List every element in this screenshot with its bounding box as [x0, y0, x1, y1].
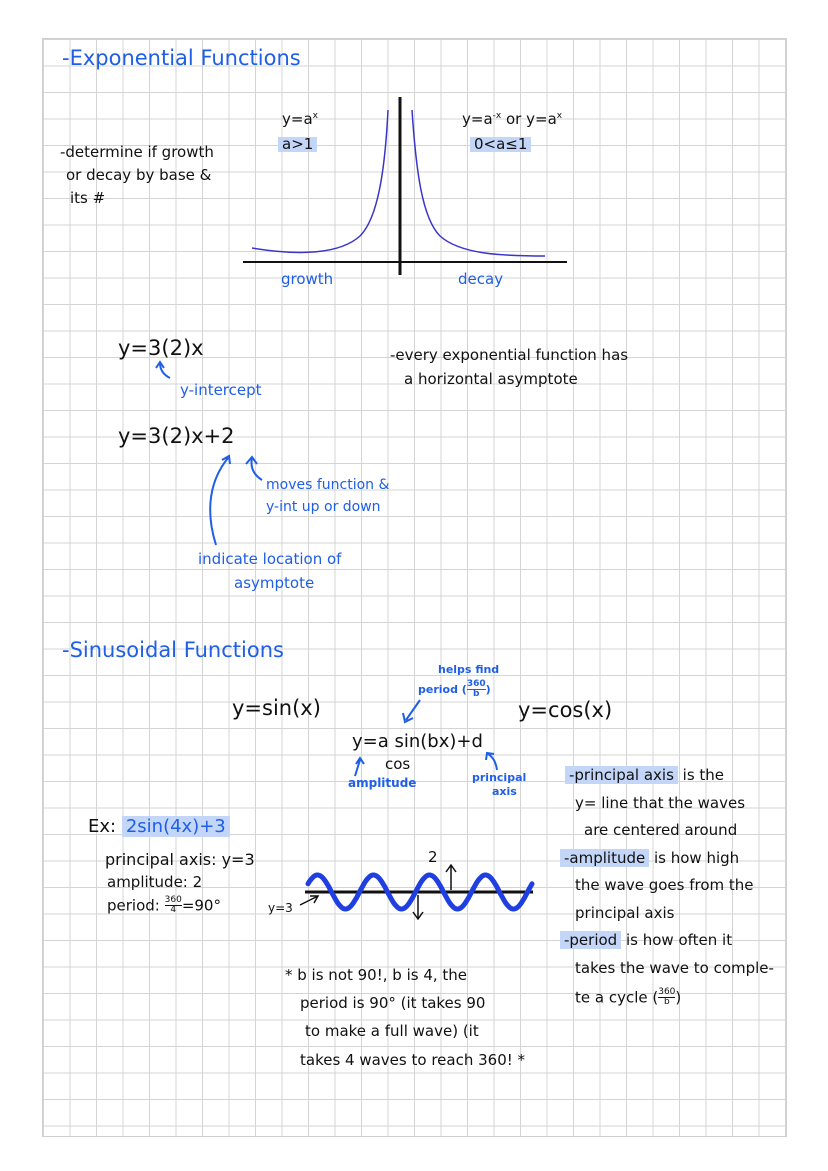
definition-text: te a cycle ( — [575, 988, 659, 1007]
principal-label-2: axis — [492, 785, 517, 798]
cycle-close: ) — [675, 988, 682, 1007]
definition-line: the wave goes from the — [575, 878, 754, 893]
general-equation: y=a sin(bx)+d — [352, 731, 483, 752]
frac-den: 4 — [170, 905, 177, 916]
amplitude-down-arrow — [412, 895, 424, 921]
definition-line: y= line that the waves — [575, 793, 746, 812]
definition-line: principal axis — [575, 903, 675, 922]
definition-text: y= line that the waves — [575, 793, 746, 812]
star-note-3: to make a full wave) (it — [305, 1022, 479, 1040]
definition-line: takes the wave to comple- — [575, 958, 774, 977]
decay-equation: y=a-x or y=ax — [462, 112, 562, 127]
grid-paper — [42, 38, 787, 1137]
definition-text: is how high — [649, 848, 740, 867]
decay-or: or — [506, 110, 522, 128]
y-intercept-label: y-intercept — [180, 381, 262, 399]
period-fraction: 360 4 — [164, 895, 182, 916]
sin-equation: y=sin(x) — [232, 696, 321, 720]
asymptote-arrow — [209, 454, 231, 546]
decay-eq-a: y=a — [462, 110, 493, 128]
exponential-heading: -Exponential Functions — [62, 46, 301, 70]
decay-curve — [411, 109, 546, 257]
principal-label-1: principal — [472, 771, 527, 784]
frac-num: 360 — [466, 679, 486, 691]
growth-label: growth — [281, 270, 334, 288]
helps-find-2: period (360 b) — [418, 679, 491, 700]
definition-text: is how often it — [621, 931, 733, 949]
cycle-fraction: 360 b — [658, 987, 676, 1008]
general-cos: cos — [385, 755, 411, 773]
example-principal-axis: principal axis: y=3 — [105, 850, 255, 869]
definition-line: -amplitude is how high — [560, 848, 740, 867]
frac-num: 360 — [658, 987, 676, 999]
frac-den: b — [473, 689, 480, 700]
equation-2: y=3(2)x+2 — [118, 424, 235, 448]
sinusoidal-heading: -Sinusoidal Functions — [62, 638, 284, 662]
definition-term: -period — [560, 931, 622, 949]
amplitude-up-arrow — [445, 863, 457, 890]
definition-text: is the — [677, 766, 725, 784]
star-note-2: period is 90° (it takes 90 — [300, 994, 486, 1012]
decay-exp-b: x — [556, 111, 563, 121]
moves-note-2: y-int up or down — [266, 499, 381, 515]
determine-note-1: -determine if growth — [60, 143, 214, 161]
definition-text: principal axis — [575, 903, 675, 922]
determine-note-2: or decay by base & — [66, 166, 212, 184]
helps-fraction: 360 b — [466, 679, 486, 700]
wave-amplitude-label: 2 — [428, 848, 438, 866]
decay-label: decay — [458, 270, 504, 288]
y-intercept-arrow — [155, 360, 171, 379]
determine-note-3: its # — [70, 189, 106, 207]
decay-exp-a: -x — [492, 111, 502, 121]
example-equation: 2sin(4x)+3 — [121, 816, 230, 837]
growth-curve — [251, 109, 389, 254]
helps-close: ) — [485, 682, 491, 696]
definition-text: are centered around — [584, 821, 738, 839]
definition-text: the wave goes from the — [575, 876, 754, 894]
example-period: period: 360 4 =90° — [107, 895, 221, 916]
moves-arrow — [245, 455, 263, 481]
sine-wave — [305, 872, 535, 912]
moves-note-1: moves function & — [266, 477, 390, 493]
principal-arrow — [485, 751, 498, 771]
equation-1: y=3(2)x — [118, 336, 204, 360]
example-line: Ex: 2sin(4x)+3 — [88, 816, 230, 837]
frac-num: 360 — [164, 895, 182, 907]
growth-eq-exp: x — [312, 111, 318, 121]
definition-term: -amplitude — [560, 848, 650, 867]
definition-line: te a cycle (360 b) — [575, 987, 682, 1008]
helps-period-text: period ( — [418, 682, 467, 696]
growth-condition: a>1 — [278, 137, 318, 152]
definition-line: -period is how often it — [560, 931, 733, 949]
growth-equation: y=ax — [282, 112, 318, 127]
asymptote-note-1: -every exponential function has — [390, 346, 629, 364]
growth-eq-base: y=a — [282, 110, 313, 128]
example-amplitude: amplitude: 2 — [107, 873, 203, 891]
definition-line: -principal axis is the — [565, 766, 725, 784]
indicate-note-2: asymptote — [234, 574, 315, 592]
star-note-4: takes 4 waves to reach 360! * — [300, 1051, 526, 1069]
example-prefix: Ex: — [88, 816, 117, 837]
period-prefix: period: — [107, 896, 160, 915]
axis-label-arrow — [299, 895, 320, 906]
period-result: =90° — [181, 896, 221, 915]
helps-find-1: helps find — [438, 663, 500, 676]
definition-line: are centered around — [584, 823, 737, 838]
amplitude-label: amplitude — [348, 776, 417, 790]
decay-eq-b: y=a — [526, 110, 557, 128]
indicate-note-1: indicate location of — [198, 550, 342, 568]
period-arrow — [402, 699, 421, 724]
asymptote-note-2: a horizontal asymptote — [404, 370, 578, 388]
frac-den: b — [663, 997, 670, 1008]
decay-condition: 0<a≤1 — [470, 137, 532, 152]
amplitude-arrow — [354, 756, 365, 777]
star-note-1: * b is not 90!, b is 4, the — [285, 966, 468, 984]
wave-axis-label: y=3 — [268, 901, 293, 915]
definition-text: takes the wave to comple- — [575, 958, 774, 977]
definition-term: -principal axis — [565, 766, 678, 784]
cos-equation: y=cos(x) — [518, 698, 613, 722]
